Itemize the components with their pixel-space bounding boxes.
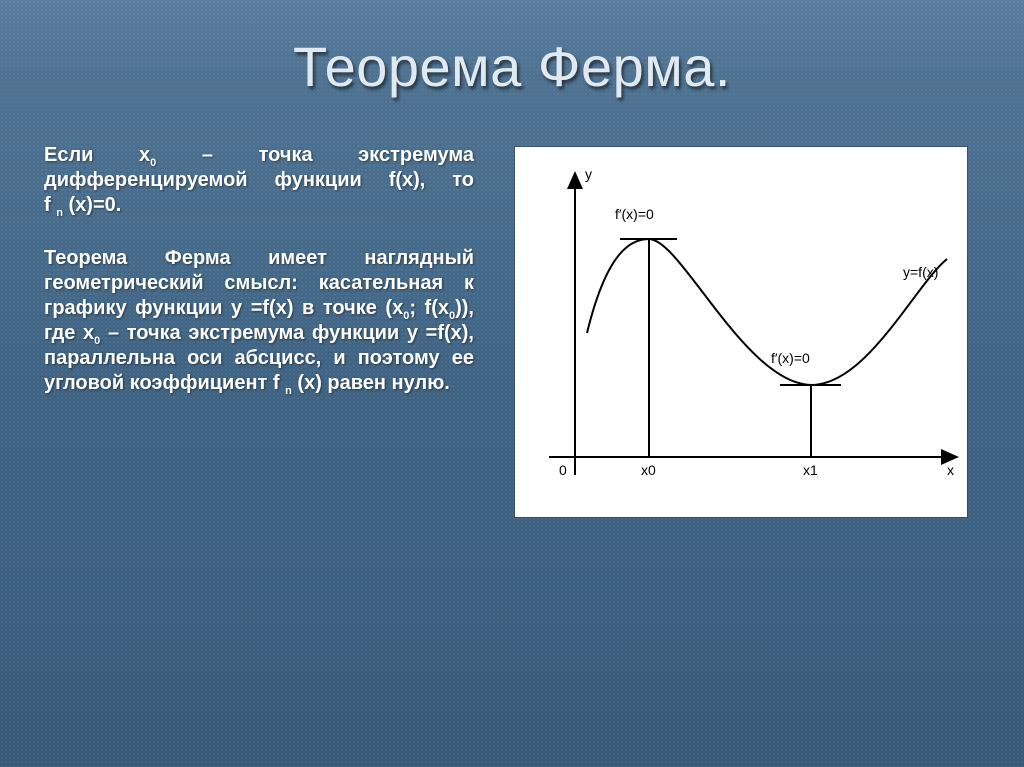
diagram-column: x y 0 y=f(x) f′(x)=0 f′(x)=0 x0 x1	[502, 143, 980, 517]
paragraph-1: Если x0 – точка экстремума дифференцируе…	[44, 143, 474, 218]
slide: Теорема Ферма. Если x0 – точка экстремум…	[0, 0, 1024, 767]
text-column: Если x0 – точка экстремума дифференцируе…	[44, 143, 474, 517]
slide-title: Теорема Ферма.	[0, 0, 1024, 99]
svg-text:y=f(x): y=f(x)	[903, 264, 938, 280]
svg-text:f′(x)=0: f′(x)=0	[771, 350, 810, 366]
diagram-box: x y 0 y=f(x) f′(x)=0 f′(x)=0 x0 x1	[515, 147, 967, 517]
svg-text:y: y	[585, 166, 592, 182]
svg-text:x0: x0	[641, 462, 656, 478]
svg-text:x1: x1	[803, 462, 818, 478]
svg-text:0: 0	[559, 462, 567, 478]
paragraph-2: Теорема Ферма имеет наглядный геометриче…	[44, 246, 474, 396]
svg-text:f′(x)=0: f′(x)=0	[615, 206, 654, 222]
content-row: Если x0 – точка экстремума дифференцируе…	[0, 99, 1024, 517]
svg-text:x: x	[947, 462, 954, 478]
diagram-svg: x y 0 y=f(x) f′(x)=0 f′(x)=0 x0 x1	[515, 147, 967, 517]
